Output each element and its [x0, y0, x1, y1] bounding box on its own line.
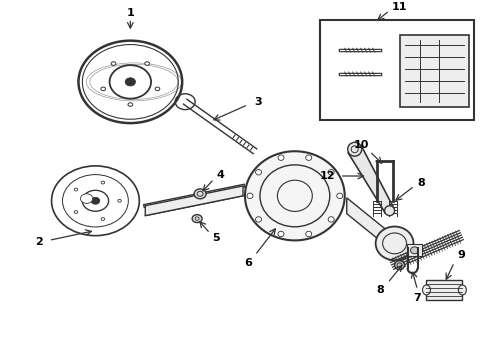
Ellipse shape — [376, 226, 414, 260]
Text: 2: 2 — [35, 237, 43, 247]
Ellipse shape — [74, 188, 77, 191]
Ellipse shape — [101, 217, 105, 220]
Ellipse shape — [422, 285, 431, 295]
Ellipse shape — [155, 87, 160, 91]
Ellipse shape — [328, 217, 334, 222]
Ellipse shape — [256, 170, 262, 175]
Ellipse shape — [125, 78, 136, 86]
Text: 5: 5 — [212, 233, 220, 243]
Ellipse shape — [245, 151, 345, 240]
Ellipse shape — [306, 155, 312, 161]
Ellipse shape — [348, 142, 362, 156]
Ellipse shape — [74, 211, 77, 213]
Ellipse shape — [385, 206, 394, 216]
Ellipse shape — [128, 103, 133, 106]
Text: 4: 4 — [216, 170, 224, 180]
Text: 12: 12 — [320, 171, 336, 181]
Ellipse shape — [278, 155, 284, 161]
Text: 10: 10 — [354, 140, 369, 150]
Ellipse shape — [145, 62, 149, 66]
Ellipse shape — [394, 261, 405, 270]
Text: 8: 8 — [377, 285, 385, 295]
Ellipse shape — [192, 215, 202, 222]
Polygon shape — [145, 186, 243, 216]
Bar — [407, 244, 422, 256]
Text: 7: 7 — [414, 293, 421, 303]
Ellipse shape — [247, 193, 253, 199]
Text: 9: 9 — [458, 250, 466, 260]
Polygon shape — [347, 198, 390, 248]
Text: 8: 8 — [417, 178, 425, 188]
Ellipse shape — [91, 197, 100, 204]
Text: 1: 1 — [126, 8, 134, 18]
Ellipse shape — [411, 247, 418, 254]
Polygon shape — [348, 145, 394, 213]
Text: 11: 11 — [392, 1, 407, 12]
Ellipse shape — [328, 170, 334, 175]
Ellipse shape — [337, 193, 343, 199]
Ellipse shape — [118, 199, 122, 202]
Ellipse shape — [101, 87, 105, 91]
Ellipse shape — [458, 285, 466, 295]
Ellipse shape — [80, 194, 93, 203]
Ellipse shape — [194, 189, 206, 199]
Ellipse shape — [306, 231, 312, 237]
Ellipse shape — [101, 181, 105, 184]
Text: 3: 3 — [254, 97, 262, 107]
Bar — [426, 280, 463, 300]
Bar — [399, 35, 469, 107]
Ellipse shape — [256, 217, 262, 222]
Ellipse shape — [111, 62, 116, 66]
Bar — [320, 21, 474, 120]
Ellipse shape — [278, 231, 284, 237]
Text: 6: 6 — [244, 258, 252, 268]
